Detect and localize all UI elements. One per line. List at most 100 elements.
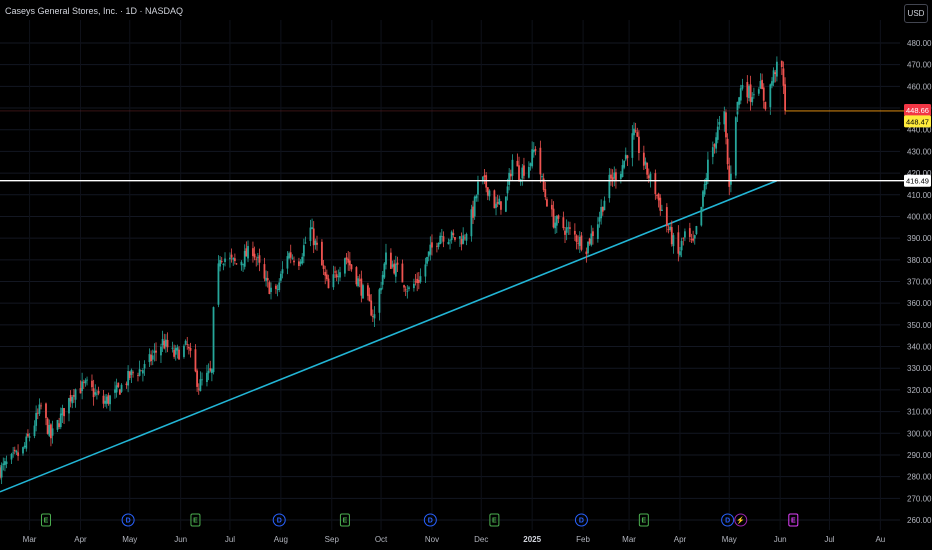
y-tick-label: 400.00 (907, 212, 932, 221)
ask-price-tag (904, 115, 931, 128)
candle-body (197, 388, 200, 390)
candle-body (780, 61, 783, 67)
candle-body (293, 260, 295, 263)
candle-body (4, 461, 6, 466)
earnings-marker[interactable] (489, 513, 500, 527)
candle-body (71, 396, 74, 404)
candle-body (564, 230, 566, 235)
currency-button[interactable]: USD (904, 4, 928, 23)
candle-body (715, 137, 718, 149)
earnings-marker[interactable] (638, 513, 649, 527)
candle-body (209, 368, 212, 371)
candle-body (684, 231, 686, 238)
candle-body (61, 407, 64, 416)
candle-body (120, 384, 123, 392)
candle-body (677, 232, 680, 254)
dividend-marker[interactable] (121, 513, 135, 527)
candle-body (447, 242, 450, 245)
earnings-marker[interactable] (190, 513, 201, 527)
candle-body (38, 404, 41, 414)
candle-body (723, 110, 726, 125)
candle-body (189, 347, 192, 351)
dividend-marker[interactable] (272, 513, 286, 527)
x-tick-label: Jun (174, 535, 187, 544)
candle-body (289, 252, 292, 258)
candle-body (608, 174, 611, 199)
candle-body (242, 263, 244, 265)
y-tick-label: 440.00 (907, 126, 932, 135)
chart-grid (0, 20, 900, 530)
candle-body (610, 174, 612, 179)
x-tick-label: Apr (74, 535, 87, 544)
split-marker[interactable] (734, 513, 748, 527)
candle-body (367, 285, 369, 296)
candle-body (746, 81, 749, 98)
y-tick-label: 380.00 (907, 256, 932, 265)
candle-body (161, 339, 164, 346)
candle-body (140, 370, 143, 372)
dividend-marker[interactable] (574, 513, 588, 527)
candle-body (680, 240, 683, 251)
candle-body (23, 445, 26, 448)
candle-body (247, 246, 249, 259)
candle-body (371, 316, 374, 317)
y-tick-label: 330.00 (907, 364, 932, 373)
candle-body (337, 276, 340, 278)
candle-body (440, 235, 443, 237)
candle-body (36, 412, 39, 414)
candle-body (107, 395, 110, 404)
candle-body (245, 248, 248, 257)
candle-body (477, 181, 479, 195)
event-markers[interactable]: E D E D E D E D E D ⚡ E (40, 513, 799, 527)
candle-body (621, 165, 624, 177)
candle-body (321, 241, 323, 266)
candle-body (690, 238, 693, 240)
candle-body (450, 231, 453, 241)
candle-body (130, 369, 133, 375)
candle-body (716, 126, 719, 140)
candle-body (258, 255, 261, 263)
candle-body (642, 152, 645, 166)
dividend-marker[interactable] (721, 513, 735, 527)
candle-body (736, 101, 739, 115)
candle-body (137, 375, 139, 376)
candle-body (27, 433, 29, 437)
candle-body (726, 138, 729, 165)
candle-body (224, 258, 226, 262)
y-tick-label: 360.00 (907, 299, 932, 308)
x-tick-label: Jul (225, 535, 235, 544)
candle-body (362, 285, 364, 299)
candle-body (695, 226, 698, 235)
trendline-group[interactable] (0, 179, 778, 493)
x-tick-label: Oct (375, 535, 388, 544)
candle-body (557, 215, 560, 219)
time-axis[interactable]: Mar Apr May Jun Jul Aug Sep Oct Nov Dec 2025 Feb Mar… (23, 535, 886, 544)
candle-body (406, 291, 409, 293)
candle-body (212, 307, 215, 373)
candle-body (128, 371, 131, 379)
future_earnings-marker[interactable] (788, 513, 799, 527)
split-marker-label: ⚡ (736, 516, 745, 525)
candle-body (393, 263, 396, 274)
candle-body (91, 380, 93, 388)
candle-body (623, 160, 626, 168)
ascending-trendline[interactable] (0, 179, 778, 493)
candle-body (304, 242, 307, 244)
dividend-marker[interactable] (423, 513, 437, 527)
candle-body (217, 263, 220, 305)
candle-body (670, 227, 673, 245)
candle-body (288, 253, 290, 259)
price-level-lines[interactable] (0, 110, 905, 182)
candle-body (0, 465, 3, 478)
candle-body (68, 398, 70, 414)
y-tick-label: 260.00 (907, 516, 932, 525)
earnings-marker[interactable] (40, 513, 51, 527)
candle-body (255, 258, 258, 260)
candle-body (496, 202, 499, 204)
candle-body (186, 343, 189, 345)
candle-body (278, 282, 281, 290)
earnings-marker[interactable] (339, 513, 350, 527)
candle-body (48, 425, 51, 436)
candle-body (73, 395, 75, 397)
